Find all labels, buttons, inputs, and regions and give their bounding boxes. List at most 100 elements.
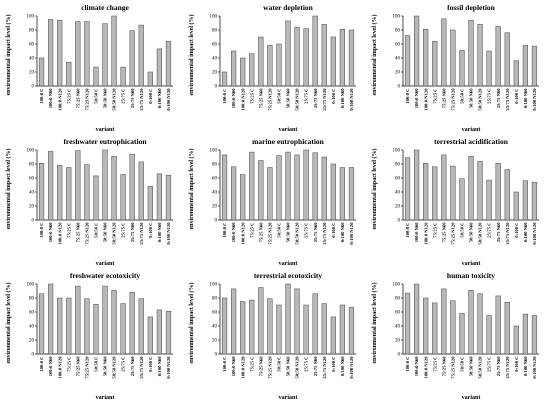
bar [75,21,81,87]
bar [258,287,264,355]
chart-panel: marine eutrophication environmental impac… [188,137,356,267]
bar [129,153,135,221]
bar [477,160,483,221]
y-tick-label: 20 [29,339,35,344]
bar [249,299,255,355]
x-tick-label: 0:100 N60 [157,356,162,376]
x-tick-label: 50:50 C [94,89,99,104]
y-tick-label: 0 [215,85,218,90]
x-tick-label: 100:0 N60 [48,88,53,108]
bar [165,40,172,87]
x-tick-label: 50:50 N120 [295,356,300,379]
bar [221,297,228,355]
bar [230,50,237,87]
chart-panel: freshwater ecotoxicity environmental impa… [5,271,173,401]
x-tick-label: 0:100 N120 [349,88,354,111]
x-tick-label: 50:50 N60 [286,88,291,108]
y-tick-label: 80 [29,29,35,34]
bar [84,21,90,87]
x-tick-label: 25:75 N120 [505,88,510,111]
y-tick-label: 60 [212,43,218,48]
bar [38,293,45,355]
x-tick-label: 100:0 C [405,223,410,238]
y-tick-label: 20 [395,205,401,210]
chart-title: terrestrial acidification [434,137,509,146]
x-tick-label: 75:25 C [432,89,437,104]
y-axis-title: environmental impact level (%) [371,148,378,229]
x-tick-label: 50:50 N60 [103,88,108,108]
bar [486,50,492,87]
chart-title: human toxicity [447,271,495,280]
y-tick-label: 0 [398,85,401,90]
bar [522,180,529,221]
x-tick-label: 25:75 N60 [496,88,501,108]
bar [477,293,483,355]
bar [404,157,411,221]
bar [441,288,447,355]
chart-panel: freshwater eutrophication environmental i… [5,137,173,267]
bar [267,167,273,221]
bar [165,311,172,355]
x-tick-label: 0:100 N120 [532,222,537,245]
y-axis-title: environmental impact level (%) [188,282,195,363]
x-tick-label: 0:100 N60 [157,88,162,108]
bar [230,166,237,221]
x-tick-label: 75:25 C [66,357,71,372]
bar [432,40,438,87]
x-tick-label: 100:0 N60 [414,356,419,376]
bar [57,19,63,87]
x-tick-label: 50:50 N60 [469,222,474,242]
x-tick-label: 75:25 N60 [75,222,80,242]
bar [221,154,228,221]
bar [459,50,465,87]
bar [120,174,126,221]
bar [267,298,273,355]
x-tick-label: 100:0 N60 [414,88,419,108]
bar [156,48,163,87]
x-tick-label: 100:0 N120 [423,356,428,379]
x-tick-label: 25:75 N60 [130,88,135,108]
y-tick-label: 60 [395,311,401,316]
x-tick-label: 0:100 N120 [166,222,171,245]
bar [303,28,309,87]
x-tick-label: 100:0 N120 [240,222,245,245]
x-axis-title: variant [96,261,115,267]
x-tick-label: 0:100 N60 [340,222,345,242]
y-tick-label: 60 [395,177,401,182]
x-tick-label: 25:75 N120 [139,88,144,111]
x-tick-label: 50:50 C [94,223,99,238]
bar [249,151,255,221]
x-tick-label: 25:75 C [487,223,492,238]
y-tick-label: 100 [393,149,401,154]
x-tick-label: 75:25 N120 [84,222,89,245]
y-tick-label: 100 [27,149,35,154]
bar [330,163,336,221]
x-tick-label: 25:75 C [487,89,492,104]
y-tick-label: 60 [29,311,35,316]
bar [147,316,153,355]
x-tick-label: 100:0 C [39,89,44,104]
y-tick-label: 60 [29,43,35,48]
y-tick-label: 100 [27,283,35,288]
y-tick-label: 60 [212,177,218,182]
x-tick-label: 50:50 C [277,223,282,238]
y-tick-label: 40 [395,57,401,62]
x-tick-label: 0:100 N60 [523,356,528,376]
bar [93,66,99,87]
bar [57,165,63,221]
bar [285,20,291,87]
x-tick-label: 75:25 N60 [441,222,446,242]
y-tick-label: 20 [395,71,401,76]
x-tick-label: 50:50 N60 [286,222,291,242]
y-axis-title: environmental impact level (%) [371,282,378,363]
x-tick-label: 50:50 N120 [112,222,117,245]
x-tick-label: 75:25 C [249,89,254,104]
bar [330,36,336,87]
chart-panel: human toxicity environmental impact level… [371,271,539,401]
x-tick-label: 50:50 N60 [286,356,291,376]
bar [165,174,172,221]
bar [339,29,346,87]
bar [531,181,538,221]
bar [321,24,327,87]
x-tick-label: 0:100 N60 [340,356,345,376]
